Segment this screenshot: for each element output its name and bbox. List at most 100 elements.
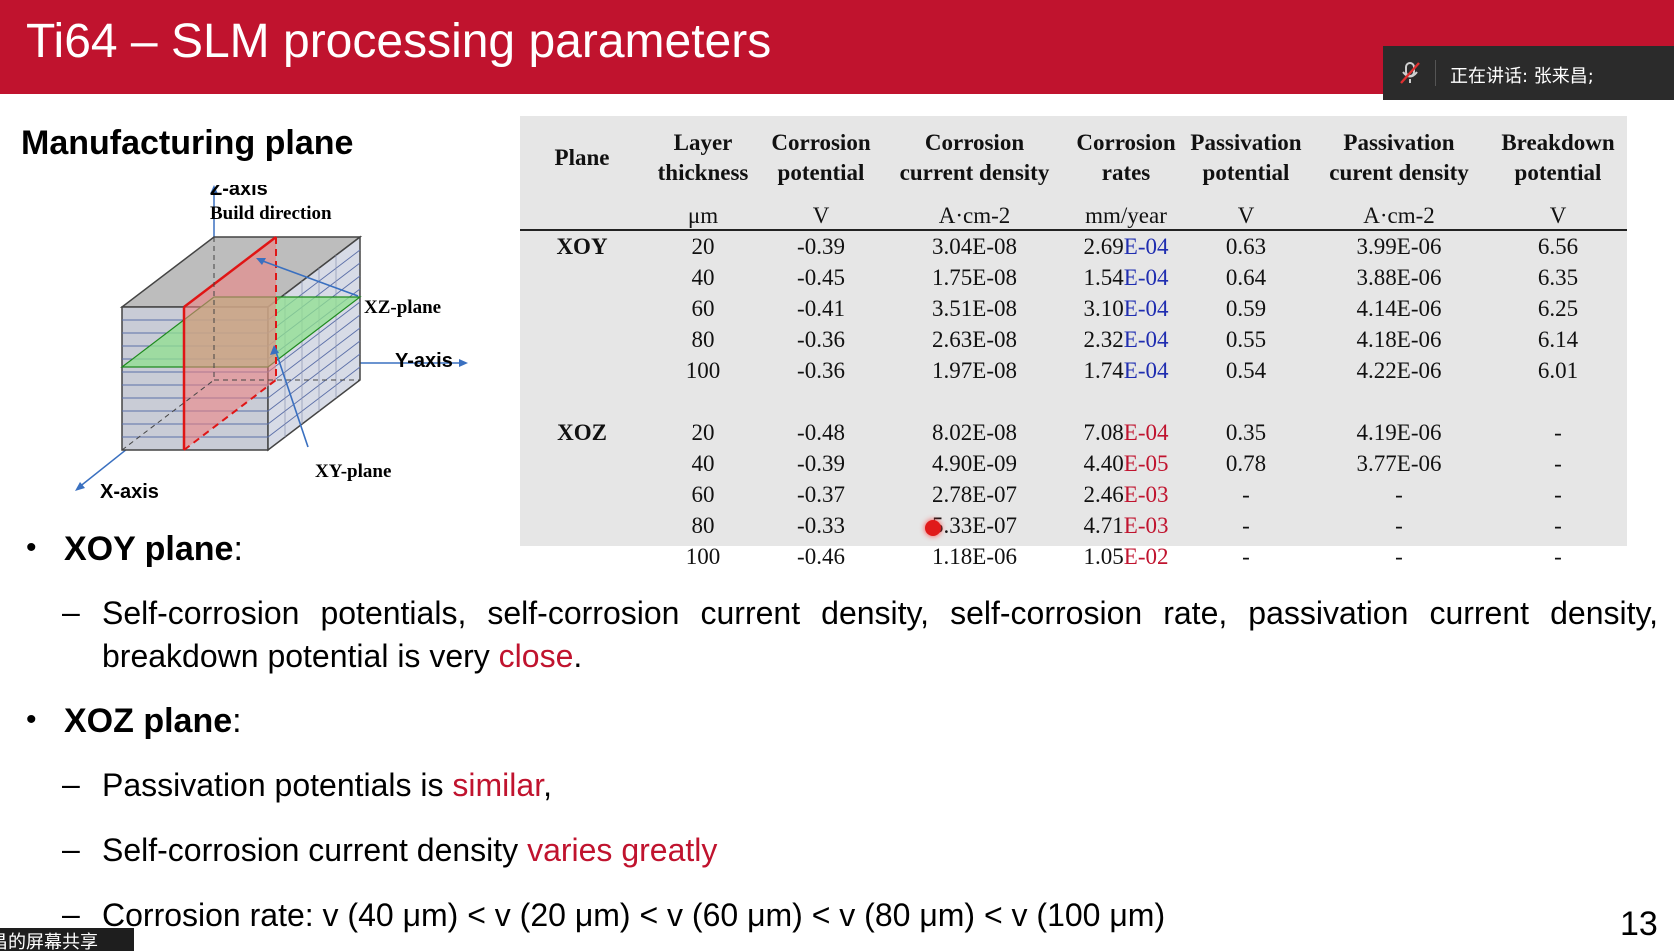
layer-thickness-cell: 20 (691, 233, 715, 259)
table-row: 100 -0.36 1.97E-08 1.74E-04 0.54 4.22E-06 6.01 (520, 355, 1627, 386)
passivation-potential-cell: 0.55 (1225, 326, 1267, 352)
build-direction-label: Build direction (210, 203, 332, 224)
plane-cell-empty (520, 479, 644, 510)
xoz-point-2-text: Self-corrosion current density (102, 832, 528, 868)
rate-mantissa: 3.10 (1083, 295, 1124, 321)
header-line: Corrosion (771, 129, 871, 155)
breakdown-potential-cell: 6.01 (1537, 357, 1579, 383)
xoz-point-1: Passivation potentials is similar, (102, 764, 552, 807)
xoy-plane-title: XOY plane (64, 530, 234, 568)
corrosion-potential-cell: -0.39 (797, 450, 845, 476)
header-line: Corrosion (1076, 129, 1176, 155)
breakdown-potential-cell: - (1554, 512, 1562, 538)
xoz-point-3: Corrosion rate: v (40 μm) < v (20 μm) < … (102, 897, 1166, 933)
corrosion-potential-cell: -0.36 (797, 326, 845, 352)
table-row: XOY 20 -0.39 3.04E-08 2.69E-04 0.63 3.99E-06 6.… (520, 230, 1627, 262)
rate-mantissa: 4.71 (1083, 512, 1124, 538)
breakdown-potential-cell: 6.56 (1537, 233, 1579, 259)
table-unit-col-0 (520, 199, 644, 231)
corrosion-current-density-cell: 2.78E-07 (932, 481, 1017, 507)
plane-cell-empty (520, 510, 644, 541)
screen-share-label: 昌的屏幕共享 (0, 932, 98, 951)
header-line: potential (1514, 159, 1602, 185)
rate-exponent: E-03 (1123, 512, 1169, 538)
corrosion-rate-cell: 2.46E-03 (1069, 479, 1183, 510)
laser-pointer-dot (925, 520, 941, 536)
plane-cell-empty (520, 293, 644, 324)
mic-muted-icon[interactable] (1397, 60, 1423, 86)
dash-xoz-2: – (62, 831, 80, 867)
rate-mantissa: 4.40 (1083, 450, 1124, 476)
corrosion-potential-cell: -0.48 (797, 419, 845, 445)
corrosion-table-panel: Plane Layer thickness Corrosion potential Cor… (520, 116, 1627, 569)
rate-mantissa: 1.05 (1083, 543, 1124, 569)
group-spacer (520, 386, 1627, 417)
breakdown-potential-cell: 6.14 (1537, 326, 1579, 352)
breakdown-potential-cell: 6.25 (1537, 295, 1579, 321)
plane-cell: XOY (556, 233, 608, 259)
rate-exponent: E-04 (1123, 264, 1169, 290)
table-units-row: μm V A·cm-2 mm/year V A·cm-2 V (520, 199, 1627, 231)
header-line: rates (1101, 159, 1151, 185)
header-line: thickness (657, 159, 749, 185)
xy-plane-pointer (274, 348, 309, 448)
passivation-potential-cell: 0.59 (1225, 295, 1267, 321)
plane-cell-empty (520, 448, 644, 479)
xoz-highlight-similar: similar (452, 767, 544, 803)
bullet-xoz: • (26, 703, 37, 736)
plane-cell-empty (520, 324, 644, 355)
plane-cell-empty (520, 541, 644, 572)
manufacturing-plane-heading: Manufacturing plane (21, 124, 354, 162)
bullet-xoy: • (26, 531, 37, 564)
table-unit-col-1: μm (644, 199, 762, 231)
corrosion-current-density-cell: 5.33E-07 (932, 512, 1017, 538)
xoy-highlight-close: close (498, 638, 574, 674)
rate-exponent: E-03 (1123, 481, 1169, 507)
layer-thickness-cell: 40 (691, 264, 715, 290)
xoz-point-1-text: Passivation potentials is (102, 767, 453, 803)
y-axis-arrowhead (459, 359, 468, 367)
xz-plane-edge-top (183, 236, 277, 308)
rate-exponent: E-05 (1123, 450, 1169, 476)
corrosion-current-density-cell: 1.97E-08 (932, 357, 1017, 383)
corrosion-rate-cell: 2.32E-04 (1069, 324, 1183, 355)
table-unit-col-3: A·cm-2 (880, 199, 1069, 231)
y-axis-label: Y-axis (395, 350, 453, 372)
table-unit-col-2: V (762, 199, 880, 231)
header-line: potential (777, 159, 865, 185)
passivation-potential-cell: 0.64 (1225, 264, 1267, 290)
corrosion-rate-cell: 7.08E-04 (1069, 417, 1183, 448)
layer-thickness-cell: 100 (685, 543, 721, 569)
speaking-indicator-bar[interactable]: 正在讲话: 张来昌; (1383, 46, 1674, 100)
speaking-label: 正在讲话: 张来昌; (1450, 66, 1594, 87)
x-axis-arrowhead (75, 482, 85, 491)
dash-xoz-1: – (62, 766, 80, 802)
layer-thickness-cell: 80 (691, 512, 715, 538)
header-line: Plane (554, 144, 610, 170)
passivation-current-density-cell: - (1395, 481, 1403, 507)
xy-pointer-arrowhead (270, 345, 279, 355)
dash-xoy-1: – (62, 594, 80, 630)
table-unit-col-6: A·cm-2 (1309, 199, 1489, 231)
xoz-colon: : (232, 702, 242, 740)
xoy-plane-heading: XOY plane: (64, 530, 243, 569)
table-row: 80 -0.36 2.63E-08 2.32E-04 0.55 4.18E-06 6.14 (520, 324, 1627, 355)
corrosion-current-density-cell: 1.18E-06 (932, 543, 1017, 569)
passivation-current-density-cell: 3.99E-06 (1356, 233, 1442, 259)
table-unit-col-4: mm/year (1069, 199, 1183, 231)
screen-share-tab[interactable]: 昌的屏幕共享 (0, 928, 134, 951)
z-axis-label: Z-axis (210, 185, 268, 200)
corrosion-current-density-cell: 8.02E-08 (932, 419, 1017, 445)
table-row: XOZ 20 -0.48 8.02E-08 7.08E-04 0.35 4.19E-06 - (520, 417, 1627, 448)
xoz-highlight-varies: varies greatly (527, 832, 718, 868)
corrosion-current-density-cell: 4.90E-09 (932, 450, 1017, 476)
rate-exponent: E-04 (1123, 419, 1169, 445)
table-header-col-5: Passivation potential (1183, 116, 1309, 199)
header-line: Breakdown (1501, 129, 1615, 155)
table-header-col-1: Layer thickness (644, 116, 762, 199)
header-line: Passivation (1190, 129, 1302, 155)
corrosion-rate-cell: 1.74E-04 (1069, 355, 1183, 386)
breakdown-potential-cell: - (1554, 543, 1562, 569)
table-header-col-0: Plane (520, 116, 644, 199)
table-row: 40 -0.45 1.75E-08 1.54E-04 0.64 3.88E-06 6.35 (520, 262, 1627, 293)
